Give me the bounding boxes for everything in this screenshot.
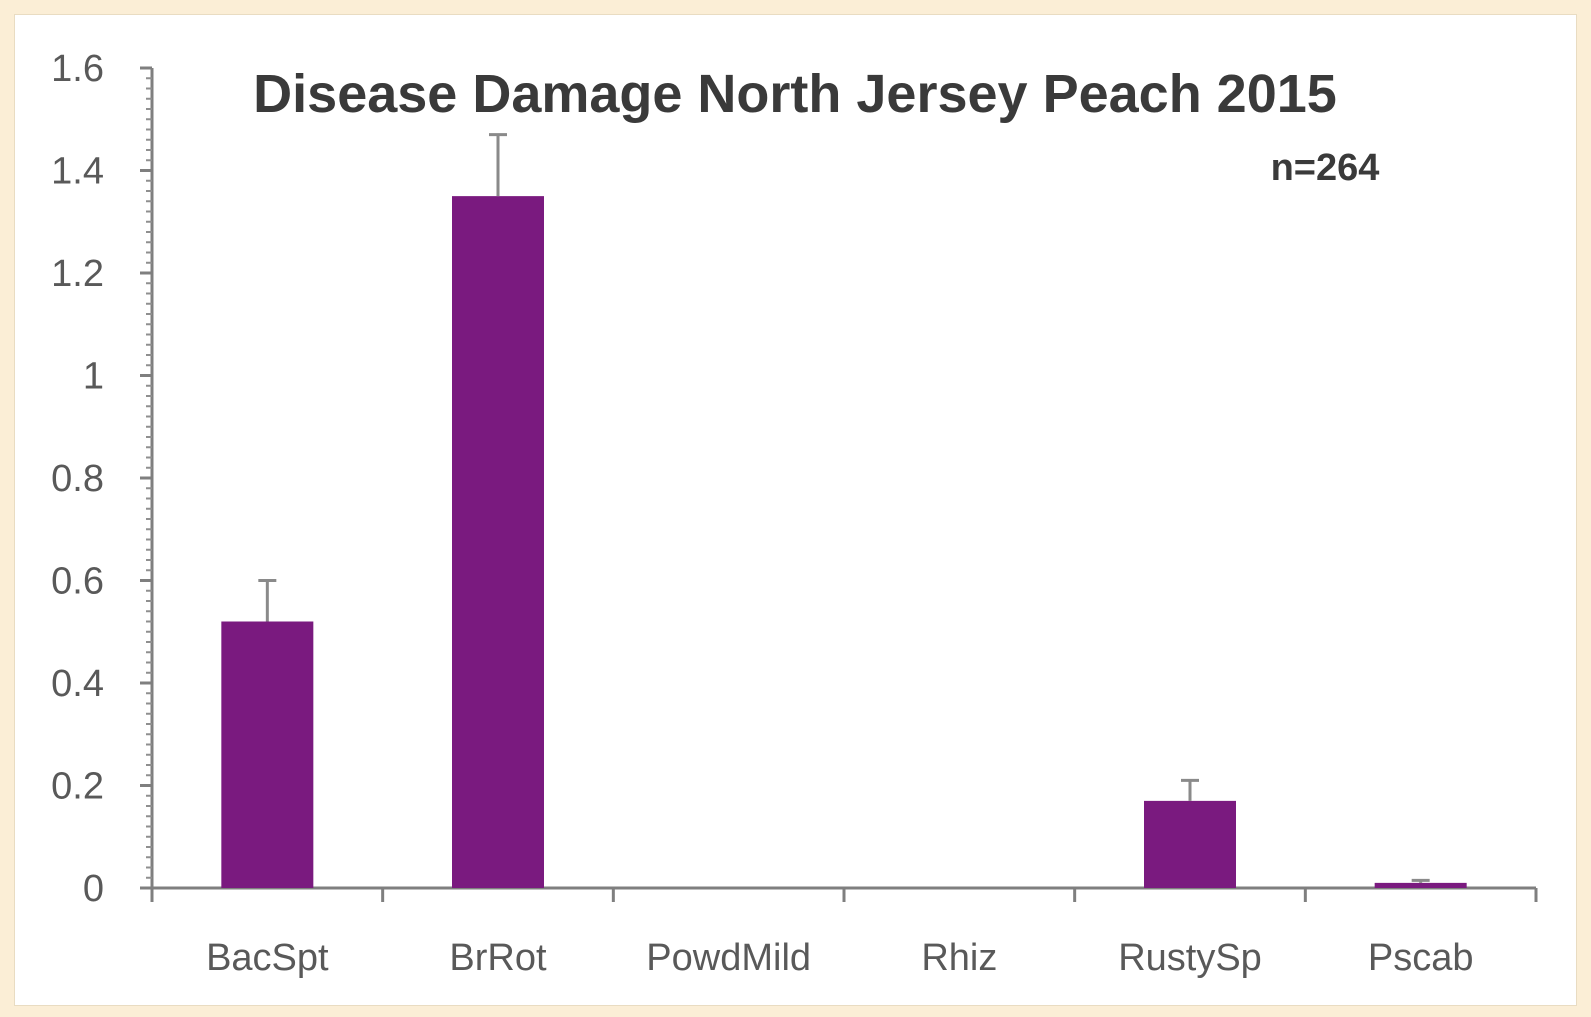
y-tick-label: 1 [83, 356, 104, 398]
y-tick-label: 1.4 [51, 151, 104, 193]
y-tick-label: 1.2 [51, 253, 104, 295]
bar-brrot [452, 196, 544, 888]
y-tick-label: 0.2 [51, 766, 104, 808]
y-tick-label: 0.4 [51, 663, 104, 705]
sample-size-note: n=264 [1271, 147, 1380, 189]
bar-rustysp [1144, 800, 1236, 888]
y-tick-label: 1.6 [51, 48, 104, 90]
x-tick-label: BacSpt [206, 937, 329, 979]
chart-title: Disease Damage North Jersey Peach 2015 [253, 64, 1337, 124]
bar-bacspt [221, 621, 314, 888]
x-tick-label: PowdMild [646, 937, 811, 979]
x-tick-label: Rhiz [921, 937, 997, 979]
y-tick-label: 0.6 [51, 561, 104, 603]
x-tick-label: Pscab [1368, 937, 1474, 979]
x-tick-label: BrRot [449, 937, 547, 979]
x-tick-label: RustySp [1118, 937, 1262, 979]
y-tick-label: 0.8 [51, 458, 104, 500]
y-tick-label: 0 [83, 868, 104, 910]
bar-pscab [1374, 882, 1467, 888]
